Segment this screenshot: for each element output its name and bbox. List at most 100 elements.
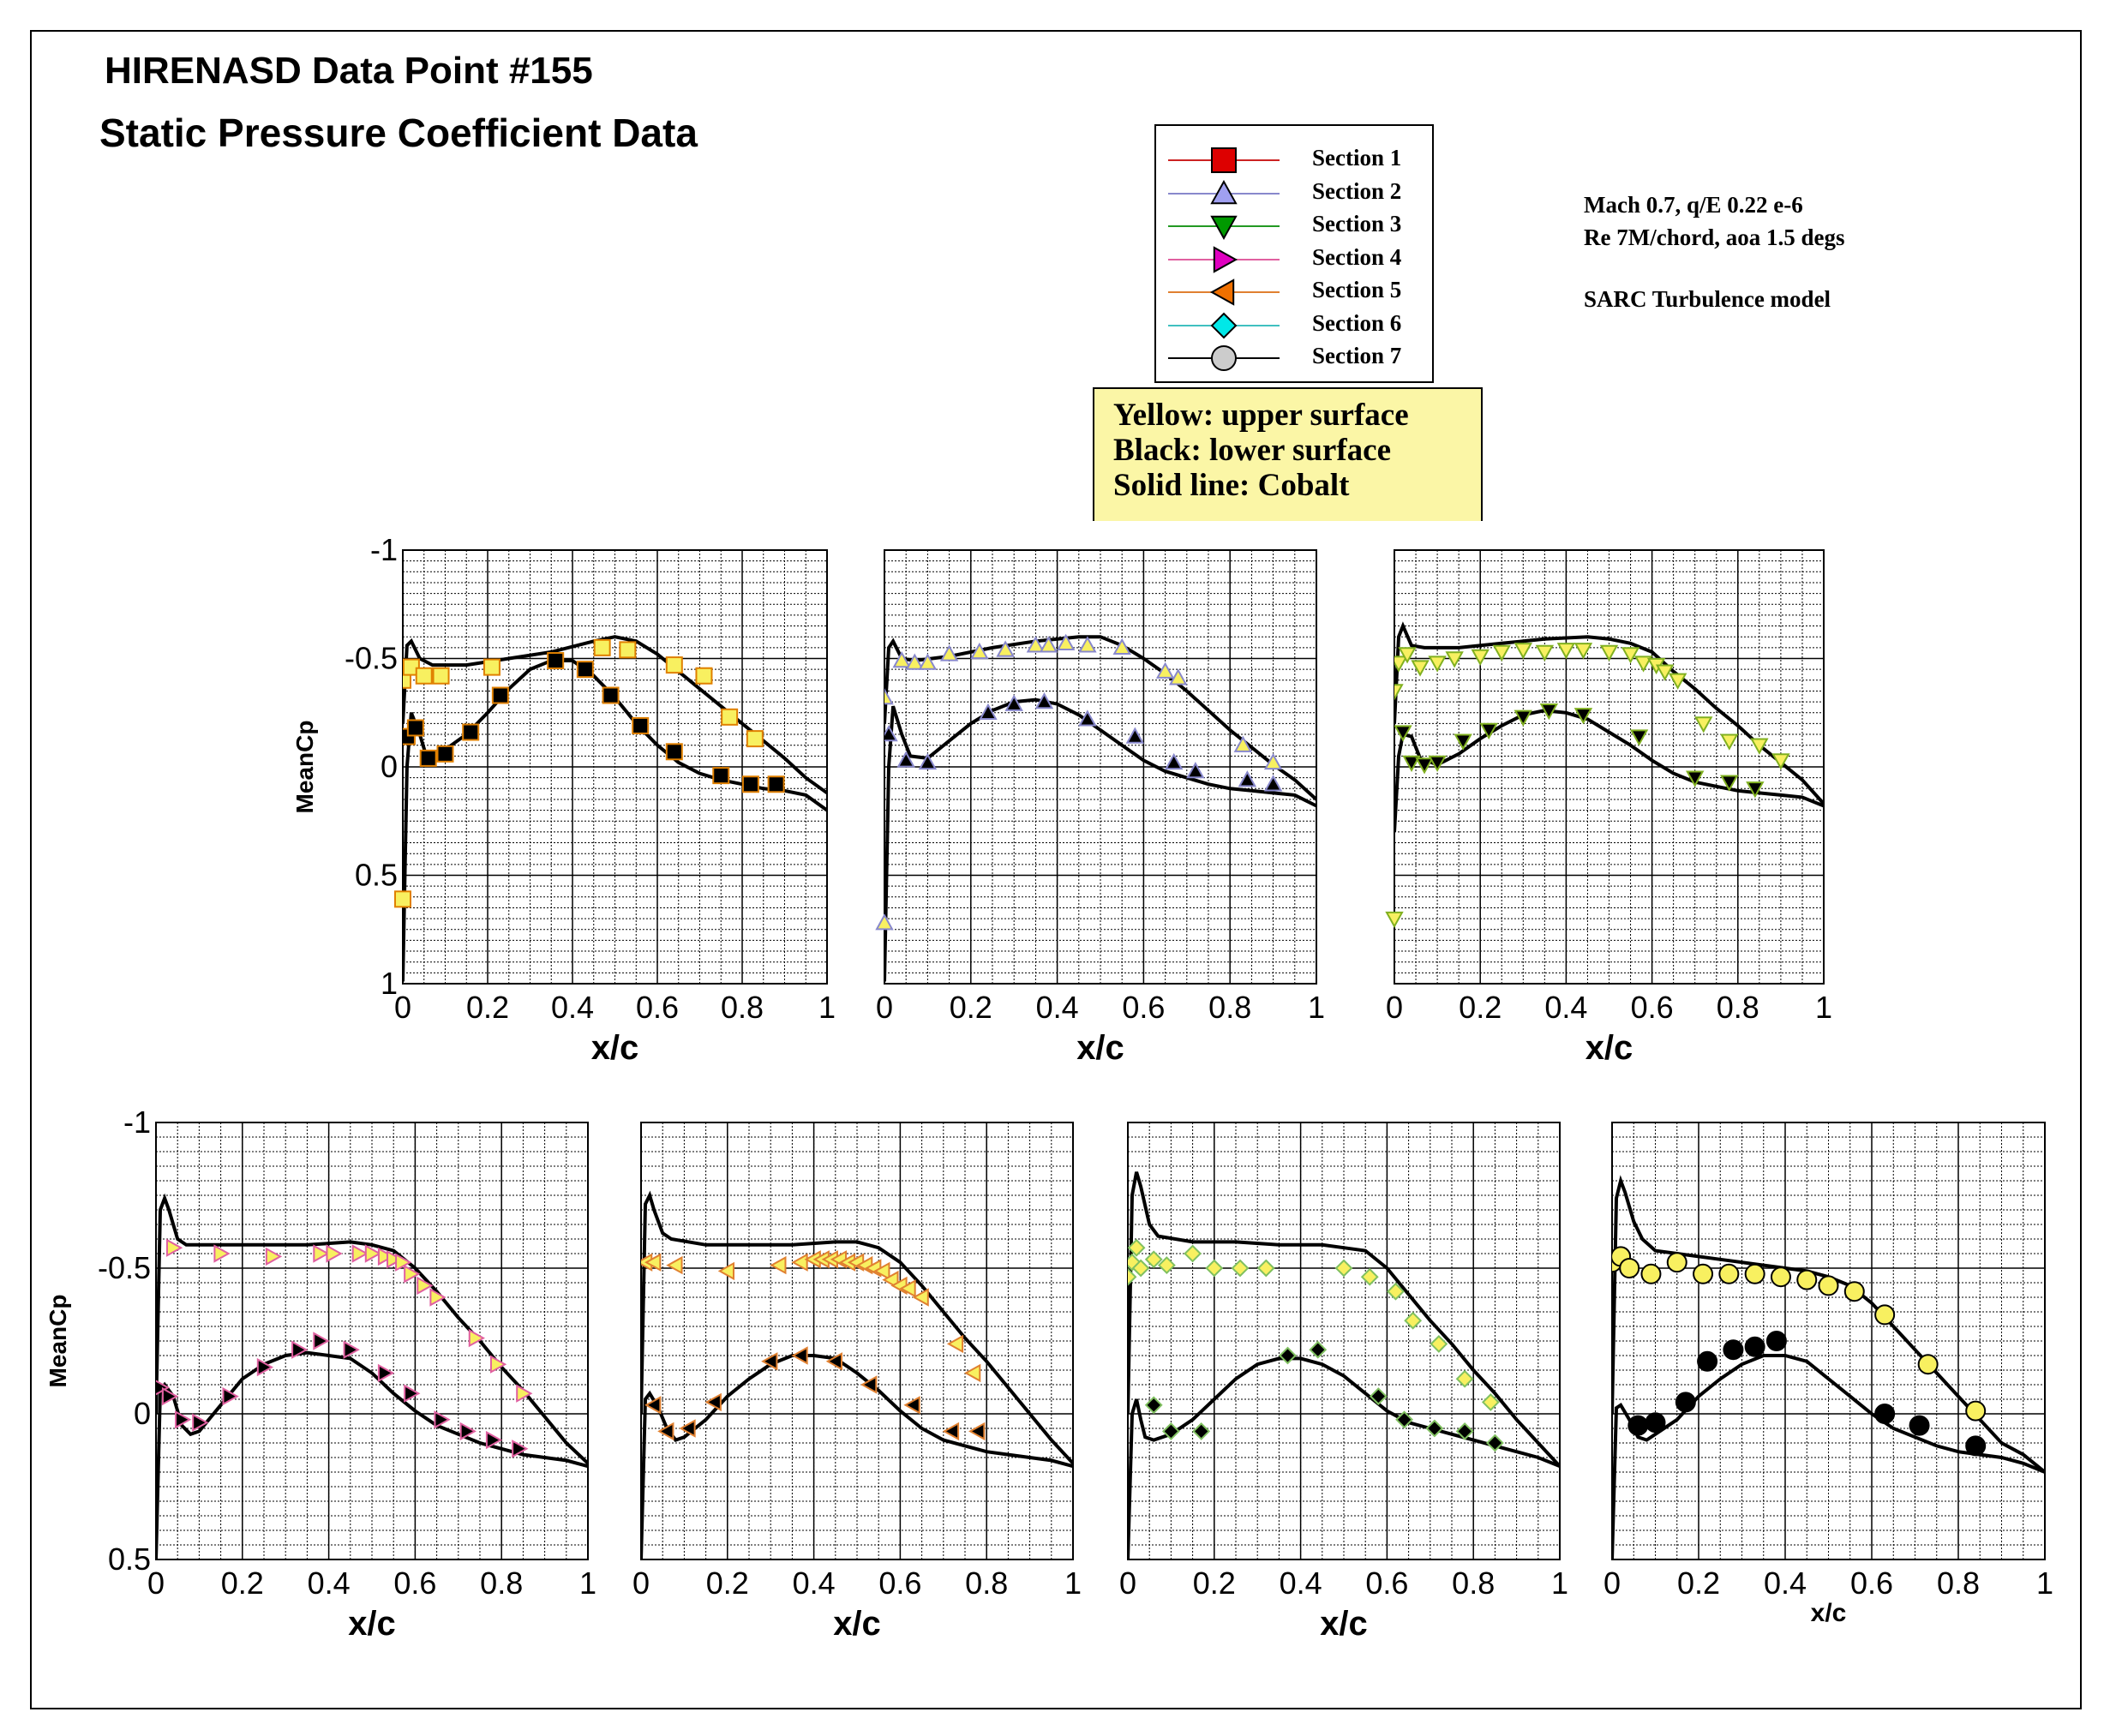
lower-surface-point xyxy=(979,703,998,720)
upper-surface-point xyxy=(1056,633,1076,650)
lower-surface-point xyxy=(485,1430,503,1450)
x-tick-label: 0 xyxy=(876,990,893,1025)
x-tick-label: 0 xyxy=(1119,1565,1136,1601)
lower-surface-point xyxy=(903,1396,920,1415)
upper-surface-point xyxy=(1655,664,1675,681)
upper-surface-point xyxy=(1599,644,1619,661)
x-tick-label: 0 xyxy=(147,1565,165,1601)
legend-entry: Section 6 xyxy=(1156,308,1432,341)
lower-surface-point xyxy=(1485,1434,1504,1452)
lower-surface-point xyxy=(1309,1340,1328,1359)
legend-marker-triangle-right xyxy=(1213,245,1238,273)
x-tick-label: 1 xyxy=(1815,990,1832,1025)
upper-surface-point xyxy=(1128,1253,1142,1272)
upper-surface-point xyxy=(403,658,420,676)
upper-surface-point xyxy=(970,642,989,660)
x-tick-label: 0.4 xyxy=(1764,1565,1807,1601)
lower-surface-point xyxy=(576,661,594,679)
x-tick-label: 0.8 xyxy=(1937,1565,1980,1601)
x-tick-label: 0.2 xyxy=(1193,1565,1236,1601)
upper-surface-point xyxy=(417,1276,434,1296)
upper-surface-point xyxy=(695,667,713,685)
x-tick-label: 0 xyxy=(1386,990,1403,1025)
upper-surface-point xyxy=(996,640,1015,657)
upper-surface-point xyxy=(1750,738,1769,755)
lower-surface-point xyxy=(1454,733,1472,751)
upper-surface-point xyxy=(1445,651,1464,668)
lower-surface-point xyxy=(1627,1415,1649,1436)
upper-surface-point xyxy=(873,1261,890,1281)
upper-surface-point xyxy=(351,1244,369,1263)
upper-surface-point xyxy=(1619,1258,1640,1278)
y-axis-label: MeanCp xyxy=(291,721,318,814)
x-tick-label: 0.2 xyxy=(1677,1565,1720,1601)
x-tick-label: 0.4 xyxy=(1036,990,1079,1025)
lower-surface-point xyxy=(1164,752,1184,770)
upper-surface-point xyxy=(939,644,959,661)
upper-surface-point xyxy=(1633,655,1653,673)
upper-surface-point xyxy=(1231,1259,1250,1278)
plot-1: 0 0.2 0.4 0.6 0.8 1 -1 -0.5 0 0.5 1 x/c MeanCp xyxy=(291,532,836,1067)
x-tick-label: 0.8 xyxy=(965,1565,1008,1601)
plot-5: 0 0.2 0.4 0.6 0.8 1 x/c xyxy=(632,1122,1082,1643)
legend-label: Section 5 xyxy=(1312,277,1402,302)
upper-surface-point xyxy=(746,730,764,748)
plot-2: 0 0.2 0.4 0.6 0.8 1 x/c xyxy=(875,549,1325,1067)
lower-surface-point xyxy=(1720,775,1739,792)
legend-label: Section 4 xyxy=(1312,243,1402,270)
upper-surface-point xyxy=(1430,1334,1448,1353)
lower-surface-point xyxy=(491,686,509,704)
x-tick-label: 1 xyxy=(818,990,836,1025)
upper-surface-point xyxy=(1471,649,1490,667)
upper-surface-point xyxy=(882,1270,899,1290)
upper-surface-point xyxy=(593,638,611,656)
x-tick-label: 0.2 xyxy=(1459,990,1502,1025)
upper-surface-point xyxy=(1411,660,1430,677)
lower-surface-point xyxy=(404,1384,421,1403)
upper-surface-point xyxy=(791,1253,808,1272)
lower-surface-point xyxy=(1144,1396,1163,1415)
legend-entry: Section 1 xyxy=(1156,143,1432,176)
lower-surface-point xyxy=(1078,709,1097,727)
upper-surface-point xyxy=(964,1363,981,1383)
legend-marker xyxy=(1213,245,1238,273)
upper-surface-point xyxy=(432,667,450,685)
lower-surface-point xyxy=(512,1440,529,1458)
x-tick-label: 0.6 xyxy=(1122,990,1165,1025)
plot-border xyxy=(1394,549,1825,985)
lower-surface-point xyxy=(1514,709,1532,727)
upper-surface-point xyxy=(918,653,938,670)
lower-surface-point xyxy=(896,751,915,768)
upper-surface-point xyxy=(1666,1252,1687,1273)
legend-entry: Section 3 xyxy=(1156,209,1432,242)
lower-surface-point xyxy=(1697,1350,1718,1372)
upper-surface-point xyxy=(326,1244,343,1263)
upper-surface-point xyxy=(364,1244,382,1263)
x-tick-label: 0.4 xyxy=(793,1565,836,1601)
stagnation-point xyxy=(875,913,894,931)
x-axis-label: x/c xyxy=(1811,1599,1847,1627)
y-tick-label: 0.5 xyxy=(108,1541,151,1577)
upper-surface-point xyxy=(404,1265,421,1284)
lower-surface-point xyxy=(419,749,437,767)
lower-surface-point xyxy=(942,1422,960,1441)
conditions-turbulence: SARC Turbulence model xyxy=(1584,286,1831,312)
x-tick-label: 0.6 xyxy=(636,990,679,1025)
legend-marker xyxy=(1210,215,1238,241)
x-tick-label: 0.2 xyxy=(221,1565,264,1601)
stagnation-point xyxy=(394,890,411,908)
upper-surface-point xyxy=(387,1250,404,1269)
conditions-mach: Mach 0.7, q/E 0.22 e-6 xyxy=(1584,192,1803,218)
upper-surface-point xyxy=(1428,655,1447,673)
lower-surface-point xyxy=(1965,1435,1987,1457)
x-tick-label: 0.6 xyxy=(393,1565,436,1601)
upper-surface-point xyxy=(1205,1259,1224,1278)
x-tick-label: 0.4 xyxy=(1544,990,1587,1025)
lower-surface-point xyxy=(313,1332,330,1350)
upper-surface-point xyxy=(1771,753,1790,770)
lower-surface-point xyxy=(406,719,424,737)
upper-surface-point xyxy=(1770,1266,1791,1288)
legend-marker-diamond xyxy=(1210,312,1238,338)
